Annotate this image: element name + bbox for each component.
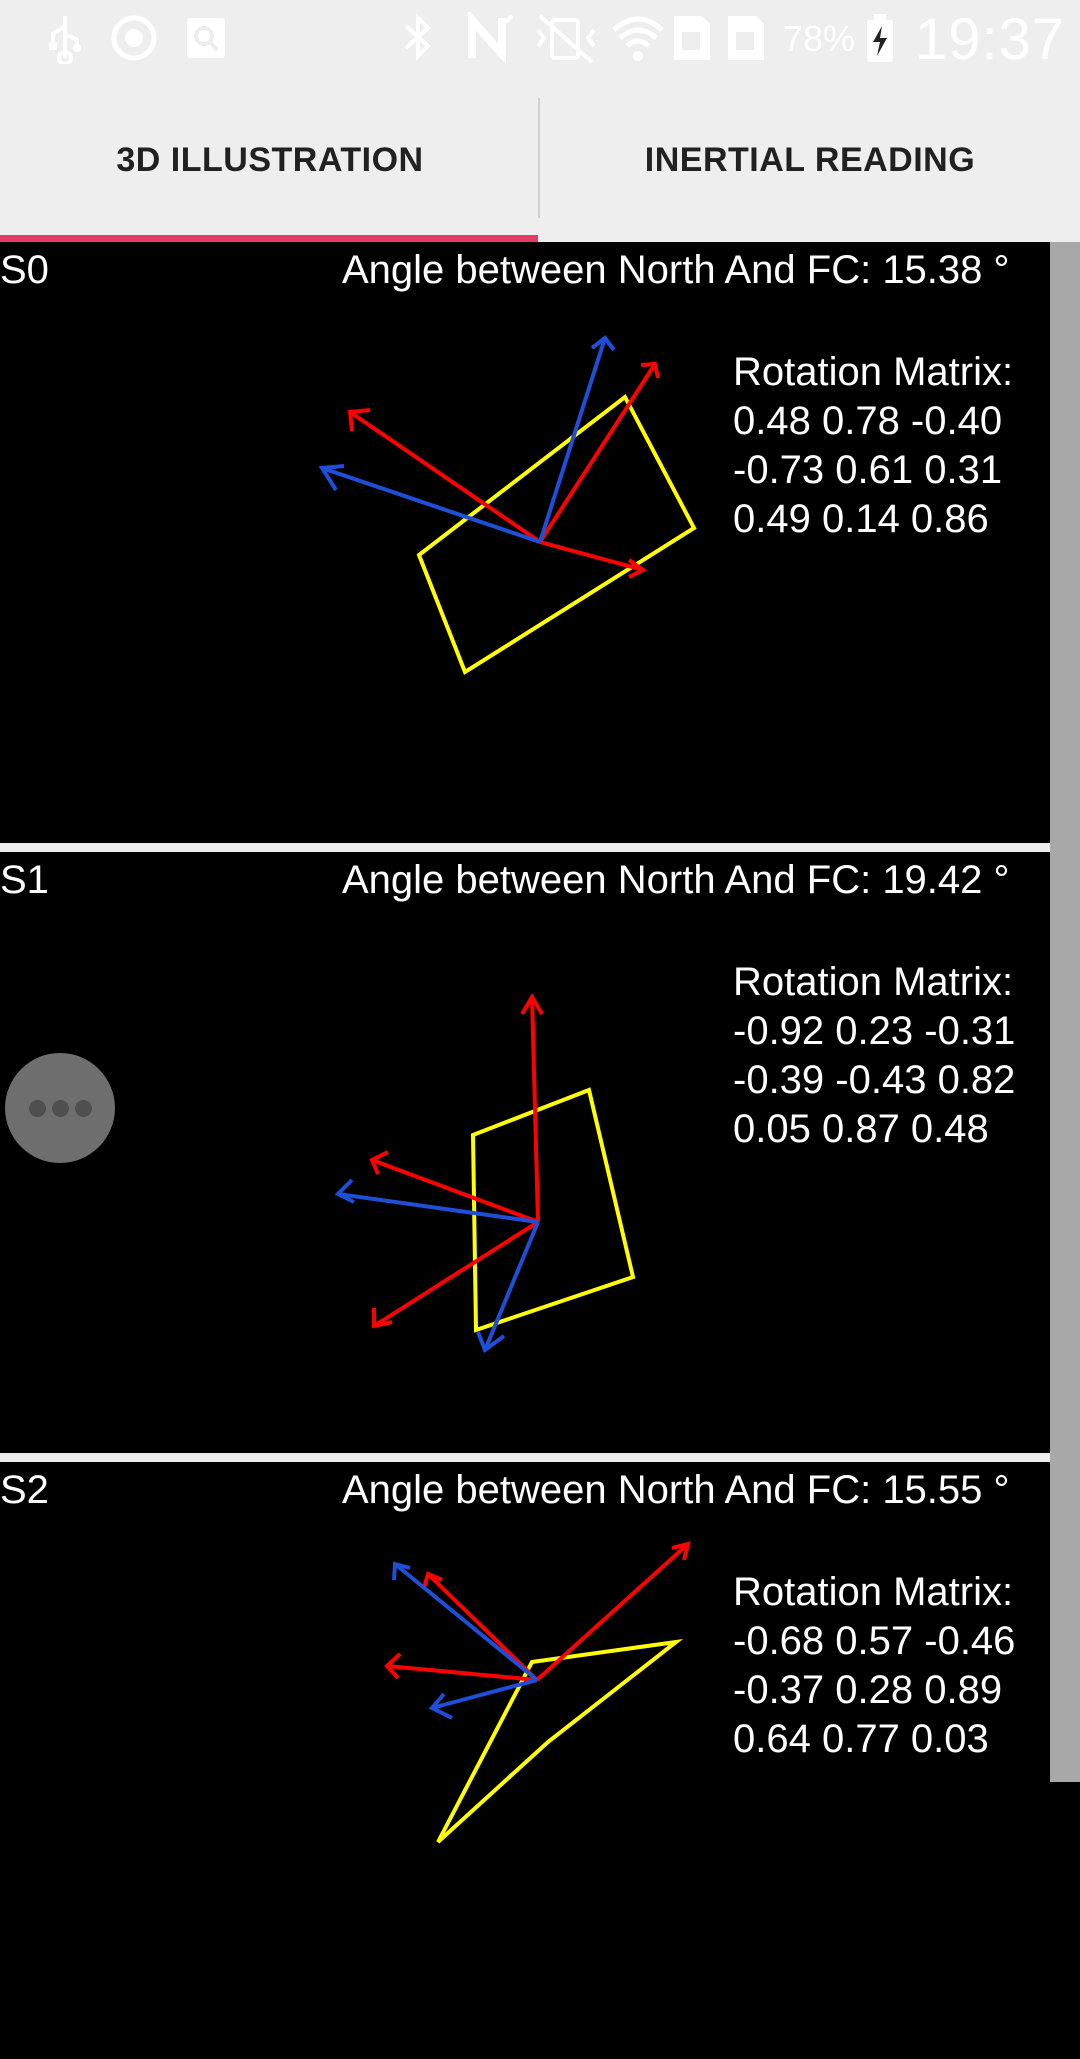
orientation-3d-view <box>318 335 697 675</box>
orientation-3d-view <box>334 993 636 1354</box>
device-rectangle <box>470 1087 636 1333</box>
red-axis <box>535 1542 690 1682</box>
north-angle: Angle between North And FC: 15.55 ° <box>342 1468 1010 1512</box>
overflow-menu-button[interactable] <box>5 1053 115 1163</box>
red-axis <box>538 362 657 544</box>
blue-axis <box>393 1562 539 1682</box>
clock: 19:37 <box>915 7 1066 72</box>
rotation-matrix-row: -0.39 -0.43 0.82 <box>733 1058 1016 1102</box>
red-axis <box>386 1664 538 1682</box>
dot <box>74 1099 92 1117</box>
red-axis <box>530 996 540 1223</box>
sensor-list[interactable]: S0 Angle between North And FC: 15.38 ° R… <box>0 242 1050 2059</box>
rotation-matrix-row: -0.37 0.28 0.89 <box>733 1668 1003 1712</box>
status-bar: 78% 19:37 <box>0 0 1080 78</box>
rotation-matrix-title: Rotation Matrix: <box>733 960 1014 1004</box>
bluetooth-icon <box>398 12 438 64</box>
dot <box>28 1099 46 1117</box>
tab-3d-illustration[interactable]: 3D ILLUSTRATION <box>116 140 424 179</box>
rotation-matrix-row: 0.49 0.14 0.86 <box>733 497 989 541</box>
tab-bar: 3D ILLUSTRATION INERTIAL READING <box>0 78 1080 242</box>
red-axis <box>426 1572 539 1682</box>
tab-inertial-reading[interactable]: INERTIAL READING <box>644 140 976 179</box>
blue-axis <box>483 1221 540 1351</box>
rotation-matrix-row: -0.92 0.23 -0.31 <box>733 1009 1016 1053</box>
vibrate-icon <box>534 12 598 64</box>
scrollbar[interactable] <box>1050 242 1080 1782</box>
rotation-matrix-row: -0.73 0.61 0.31 <box>733 448 1003 492</box>
sensor-panel-s0: S0 Angle between North And FC: 15.38 ° R… <box>0 242 1050 839</box>
rotation-matrix-row: 0.64 0.77 0.03 <box>733 1717 989 1761</box>
tab-selected-indicator <box>0 235 538 242</box>
tab-divider <box>538 98 540 218</box>
rotation-matrix: Rotation Matrix: 0.48 0.78 -0.40 -0.73 0… <box>733 348 1013 544</box>
panel-separator <box>0 1453 1050 1462</box>
sensor-id: S1 <box>0 858 49 902</box>
red-axis <box>371 1158 539 1224</box>
red-axis <box>539 540 644 572</box>
north-angle: Angle between North And FC: 15.38 ° <box>342 248 1010 292</box>
blue-axis <box>538 337 607 543</box>
device-rectangle <box>436 1638 684 1844</box>
sensor-id: S2 <box>0 1468 49 1512</box>
screenshot-icon <box>185 12 227 64</box>
orientation-3d-view <box>384 1541 691 1844</box>
dot <box>51 1099 69 1117</box>
sim1-icon <box>670 12 714 64</box>
panel-separator <box>0 843 1050 852</box>
rotation-matrix-title: Rotation Matrix: <box>733 350 1014 394</box>
blue-axis <box>337 1192 539 1224</box>
blue-axis <box>431 1678 538 1710</box>
usb-icon <box>45 12 85 64</box>
rotation-matrix: Rotation Matrix: -0.92 0.23 -0.31 -0.39 … <box>733 958 1015 1154</box>
battery-percent: 78% <box>783 18 856 59</box>
blue-axis <box>321 466 541 544</box>
rotation-matrix: Rotation Matrix: -0.68 0.57 -0.46 -0.37 … <box>733 1568 1015 1764</box>
device-rectangle <box>416 393 697 675</box>
rotation-matrix-row: -0.68 0.57 -0.46 <box>733 1619 1016 1663</box>
sync-icon <box>108 12 160 64</box>
sensor-panel-s2: S2 Angle between North And FC: 15.55 ° R… <box>0 1462 1050 2059</box>
rotation-matrix-title: Rotation Matrix: <box>733 1570 1014 1614</box>
sensor-panel-s1: S1 Angle between North And FC: 19.42 ° R… <box>0 852 1050 1449</box>
sim2-icon <box>724 12 768 64</box>
red-axis <box>372 1220 540 1328</box>
battery-charging-icon <box>865 12 895 64</box>
nfc-icon <box>466 12 514 64</box>
wifi-icon <box>610 12 666 64</box>
rotation-matrix-row: 0.05 0.87 0.48 <box>733 1107 989 1151</box>
rotation-matrix-row: 0.48 0.78 -0.40 <box>733 399 1003 443</box>
sensor-id: S0 <box>0 248 49 292</box>
red-axis <box>348 410 542 544</box>
north-angle: Angle between North And FC: 19.42 ° <box>342 858 1010 902</box>
